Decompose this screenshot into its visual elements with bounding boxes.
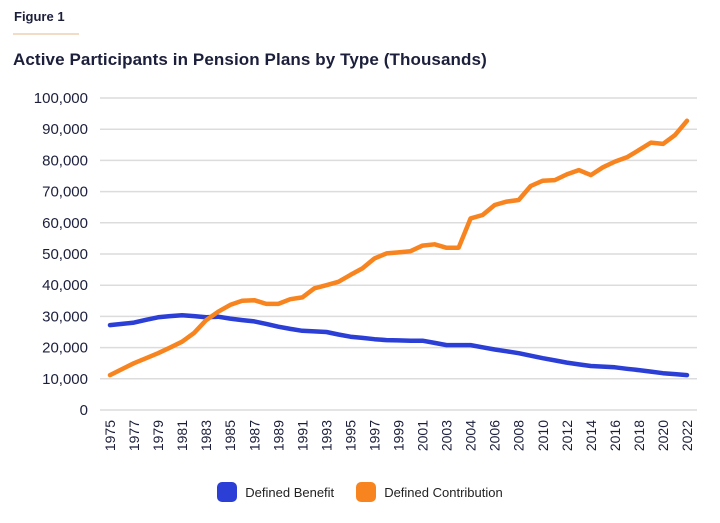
x-tick-label: 1983 [198,420,214,451]
y-tick-label: 10,000 [42,371,88,388]
x-tick-label: 2008 [511,420,527,451]
chart-title: Active Participants in Pension Plans by … [13,50,487,69]
x-tick-label: 1975 [102,420,118,451]
x-tick-label: 2004 [463,420,479,451]
x-tick-label: 2018 [631,420,647,451]
x-tick-label: 1995 [342,420,358,451]
x-tick-label: 1987 [246,420,262,451]
x-tick-label: 1997 [366,420,382,451]
legend-label: Defined Contribution [384,484,503,500]
y-tick-label: 0 [80,402,88,419]
y-tick-label: 90,000 [42,121,88,138]
x-tick-label: 1981 [174,420,190,451]
x-tick-label: 1979 [150,420,166,451]
legend: Defined Benefit Defined Contribution [0,482,720,502]
figure-label: Figure 1 [14,9,65,24]
x-tick-label: 2006 [487,420,503,451]
y-tick-label: 40,000 [42,277,88,294]
x-tick-label: 1993 [318,420,334,451]
legend-swatch-defined-benefit [217,482,238,502]
y-tick-label: 100,000 [34,90,88,107]
x-tick-label: 2022 [679,420,695,451]
x-tick-label: 2016 [607,420,623,451]
x-tick-label: 2010 [535,420,551,451]
x-tick-label: 1999 [391,420,407,451]
legend-item-defined-benefit: Defined Benefit [217,482,334,502]
legend-label: Defined Benefit [245,484,335,500]
x-tick-label: 2012 [559,420,575,451]
y-tick-label: 60,000 [42,215,88,232]
series-line-defined-contribution [107,118,690,378]
x-tick-label: 2014 [583,420,599,451]
x-tick-label: 1991 [294,420,310,451]
x-tick-label: 2001 [415,420,431,451]
y-tick-label: 20,000 [42,340,88,357]
y-tick-label: 30,000 [42,308,88,325]
y-tick-label: 50,000 [42,246,88,263]
x-tick-label: 2003 [439,420,455,451]
series-line-defined-benefit [107,312,690,378]
legend-item-defined-contribution: Defined Contribution [356,482,503,502]
figure-label-underline [13,33,79,35]
y-tick-label: 80,000 [42,152,88,169]
x-tick-label: 1985 [222,420,238,451]
legend-swatch-defined-contribution [356,482,377,502]
y-tick-label: 70,000 [42,184,88,201]
x-tick-label: 1977 [126,420,142,451]
x-tick-label: 2020 [655,420,671,451]
x-tick-label: 1989 [270,420,286,451]
